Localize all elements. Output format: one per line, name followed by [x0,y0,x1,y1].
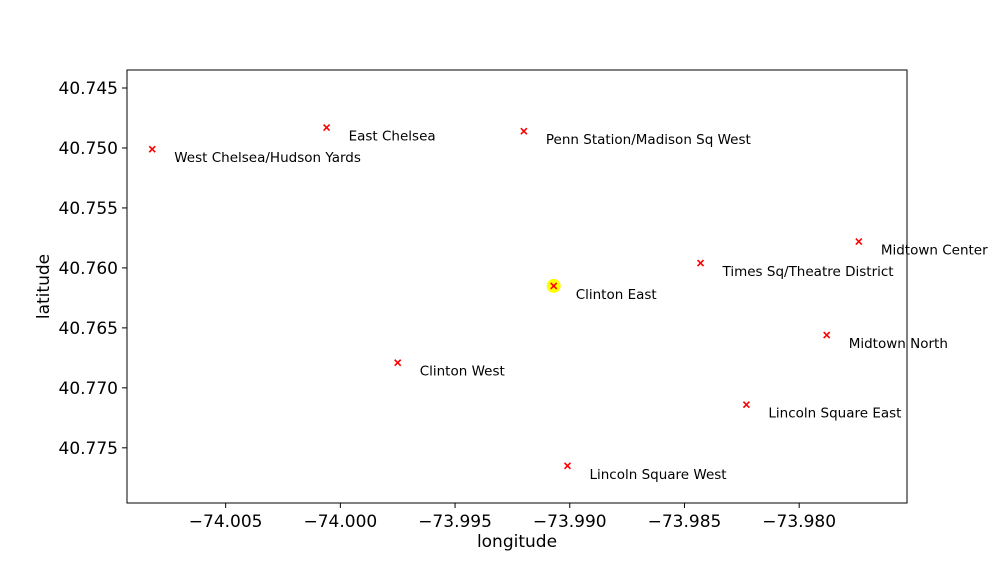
x-tick-label: −73.990 [533,512,607,532]
labels-layer: West Chelsea/Hudson Yards East Chelsea Pen… [174,129,988,483]
x-axis-ticks: −74.005 −74.000 −73.995 −73.990 −73.985 −73.9… [189,503,836,532]
point-marker [148,145,156,153]
points-layer [148,124,863,470]
point-marker [550,282,558,290]
point-label: Penn Station/Madison Sq West [546,132,751,148]
point-label: Midtown Center [881,243,988,259]
x-tick-label: −73.985 [648,512,722,532]
point-marker [323,124,331,132]
point-marker [563,462,572,470]
point-marker [696,259,705,267]
y-tick-label: 40.745 [59,79,118,99]
point-label: East Chelsea [349,129,436,145]
x-tick-label: −73.995 [418,512,492,532]
y-tick-label: 40.775 [59,439,118,459]
y-tick-label: 40.750 [59,139,118,159]
point-label: Lincoln Square East [768,406,901,422]
point-label: Clinton West [420,364,505,380]
y-tick-label: 40.755 [59,199,118,219]
x-tick-label: −74.005 [189,512,263,532]
point-label: Clinton East [576,287,657,303]
y-tick-label: 40.765 [59,319,118,339]
y-axis-label: latitude [34,254,54,319]
y-tick-label: 40.760 [59,259,118,279]
point-marker [823,331,831,339]
point-label: Times Sq/Theatre District [722,264,894,280]
y-axis-ticks: 40.745 40.750 40.755 40.760 40.765 40.770 40.7… [59,79,127,459]
plot-frame [126,69,908,504]
point-label: Midtown North [849,336,948,352]
y-tick-label: 40.770 [59,379,118,399]
point-marker [394,359,402,367]
point-marker [742,401,750,409]
point-label: West Chelsea/Hudson Yards [174,150,361,166]
x-tick-label: −73.980 [762,512,836,532]
point-label: Lincoln Square West [589,467,726,483]
x-axis-label: longitude [477,532,557,552]
x-tick-label: −74.000 [303,512,377,532]
point-marker [855,237,863,246]
point-marker [520,127,528,135]
